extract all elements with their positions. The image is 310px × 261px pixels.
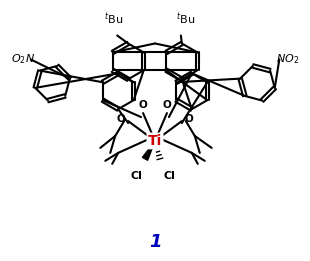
Text: $^t$Bu: $^t$Bu — [104, 11, 123, 27]
Text: O: O — [139, 100, 148, 110]
Text: O: O — [162, 100, 171, 110]
Text: 1: 1 — [149, 233, 161, 251]
Polygon shape — [142, 141, 155, 160]
Text: Cl: Cl — [130, 171, 142, 181]
Text: $O_2N$: $O_2N$ — [11, 52, 35, 66]
Text: $NO_2$: $NO_2$ — [276, 52, 299, 66]
Text: Ti: Ti — [148, 134, 162, 148]
Text: Cl: Cl — [164, 171, 176, 181]
Text: O: O — [184, 114, 193, 124]
Text: $^t$Bu: $^t$Bu — [176, 11, 195, 27]
Text: O: O — [117, 114, 126, 124]
